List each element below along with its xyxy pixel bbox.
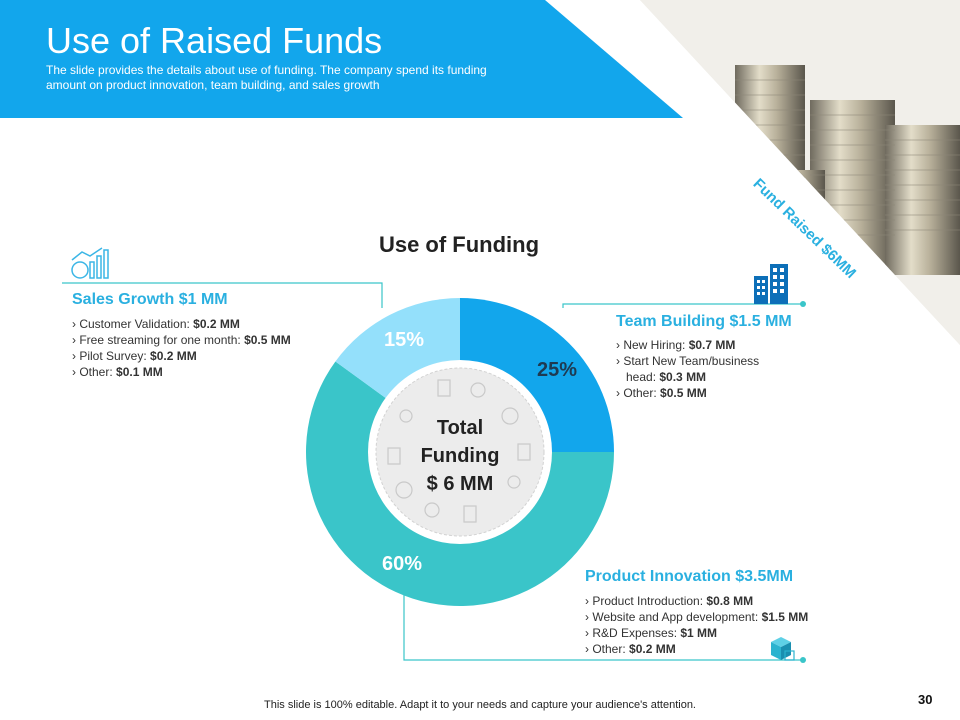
list-item: › Website and App development: $1.5 MM bbox=[585, 610, 809, 624]
center-disc bbox=[375, 367, 545, 537]
funding-donut-chart: Total Funding $ 6 MM 25% 60% 15% bbox=[305, 298, 614, 606]
list-item: › Free streaming for one month: $0.5 MM bbox=[72, 333, 291, 347]
team-building-list: › New Hiring: $0.7 MM › Start New Team/b… bbox=[616, 337, 759, 401]
team-building-title: Team Building $1.5 MM bbox=[616, 313, 792, 330]
list-item: › Other: $0.2 MM bbox=[585, 642, 676, 656]
list-item: › Start New Team/business bbox=[616, 354, 760, 368]
list-item: › R&D Expenses: $1 MM bbox=[585, 626, 718, 640]
pct-label-product-innovation: 60% bbox=[382, 553, 422, 575]
product-innovation-list: › Product Introduction: $0.8 MM › Websit… bbox=[585, 593, 808, 657]
list-item: › New Hiring: $0.7 MM bbox=[616, 338, 736, 352]
center-decor-icons bbox=[387, 379, 531, 523]
page-number: 30 bbox=[918, 692, 933, 707]
header-band bbox=[0, 0, 683, 118]
center-text-line3: $ 6 MM bbox=[427, 473, 494, 495]
footer-note: This slide is 100% editable. Adapt it to… bbox=[264, 699, 696, 711]
product-innovation-title: Product Innovation $3.5MM bbox=[585, 568, 794, 585]
sales-growth-title: Sales Growth $1 MM bbox=[72, 291, 228, 308]
coins-photo bbox=[640, 0, 960, 345]
list-item: › Pilot Survey: $0.2 MM bbox=[72, 349, 197, 363]
growth-chart-icon bbox=[71, 247, 109, 279]
list-item: › Customer Validation: $0.2 MM bbox=[72, 317, 240, 331]
list-item: › Product Introduction: $0.8 MM bbox=[585, 594, 754, 608]
page-title: Use of Raised Funds bbox=[46, 20, 383, 61]
pct-label-sales-growth: 15% bbox=[384, 329, 424, 351]
chart-title: Use of Funding bbox=[378, 232, 540, 257]
connector-lines bbox=[62, 282, 803, 661]
sales-growth-list: › Customer Validation: $0.2 MM › Free st… bbox=[72, 316, 291, 380]
pct-label-team-building: 25% bbox=[537, 359, 577, 381]
list-item: › Other: $0.5 MM bbox=[616, 386, 707, 400]
center-text-line2: Funding bbox=[421, 445, 500, 467]
list-item: head: $0.3 MM bbox=[616, 370, 707, 384]
boxes-icon bbox=[771, 637, 795, 661]
buildings-icon bbox=[754, 264, 788, 304]
page-subtitle: The slide provides the details about use… bbox=[46, 63, 487, 92]
center-text-line1: Total bbox=[437, 417, 483, 439]
list-item: › Other: $0.1 MM bbox=[72, 365, 163, 379]
